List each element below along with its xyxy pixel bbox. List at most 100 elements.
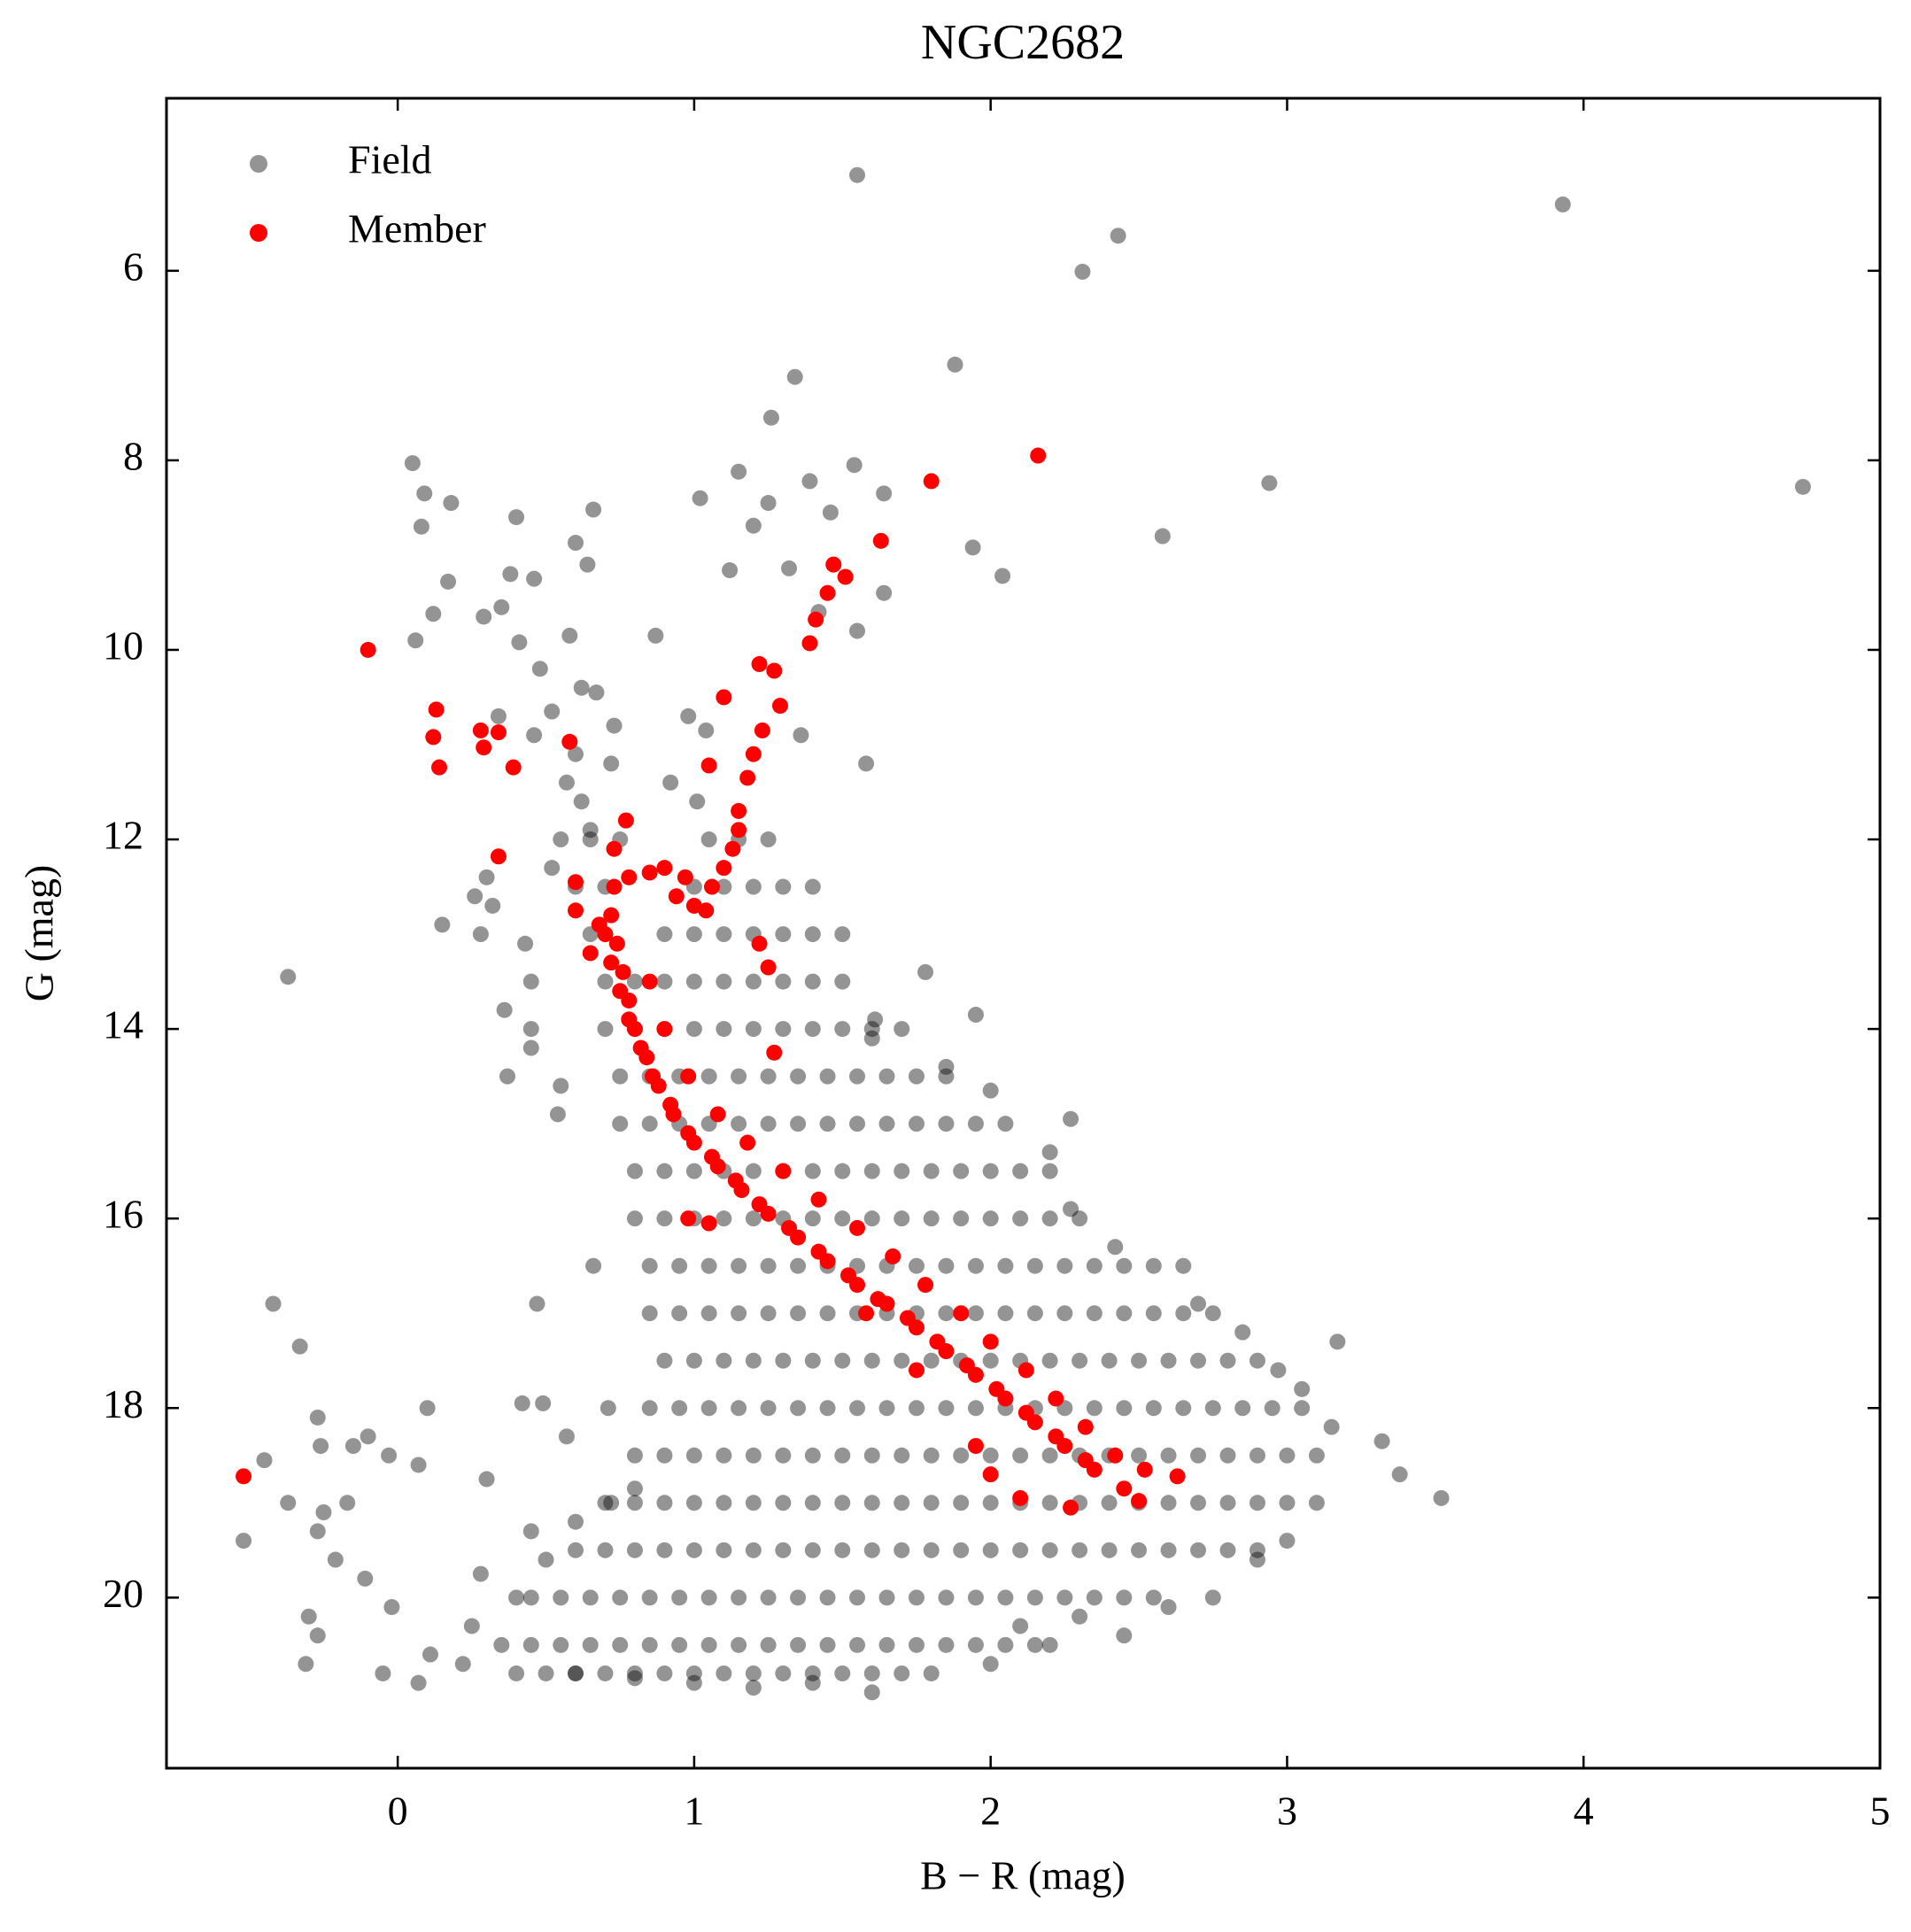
point (585, 1257, 602, 1274)
point (804, 1210, 821, 1227)
point (1249, 1352, 1265, 1369)
point (680, 1210, 697, 1227)
point (327, 1551, 344, 1568)
point (834, 1021, 851, 1038)
point (819, 1305, 836, 1322)
point (819, 1636, 836, 1653)
point (1279, 1533, 1296, 1549)
point (1160, 1352, 1177, 1369)
point (716, 689, 732, 706)
point (641, 1305, 658, 1322)
point (608, 935, 625, 952)
point (953, 1305, 970, 1322)
x-tick-label: 1 (684, 1789, 704, 1834)
point (641, 973, 658, 990)
x-tick-label: 0 (388, 1789, 408, 1834)
point (982, 1466, 999, 1483)
point (751, 656, 768, 673)
point (1131, 1352, 1148, 1369)
point (1072, 1608, 1088, 1625)
point (997, 1636, 1014, 1653)
point (716, 973, 732, 990)
point (430, 759, 447, 776)
legend-marker (250, 155, 267, 173)
point (582, 945, 599, 962)
point (863, 1352, 880, 1369)
point (745, 517, 762, 534)
point (863, 1684, 880, 1701)
point (790, 1636, 807, 1653)
point (553, 1636, 569, 1653)
point (508, 509, 525, 526)
point (597, 1495, 614, 1511)
point (529, 1295, 545, 1312)
point (300, 1608, 317, 1625)
x-tick-label: 5 (1870, 1789, 1891, 1834)
point (280, 1495, 297, 1511)
point (997, 1257, 1014, 1274)
point (632, 1039, 649, 1056)
point (731, 822, 747, 838)
point (1041, 1163, 1058, 1179)
point (731, 1257, 747, 1274)
point (656, 1352, 673, 1369)
point (685, 1021, 702, 1038)
point (698, 902, 715, 919)
point (603, 1495, 620, 1511)
point (863, 1447, 880, 1464)
point (1145, 1400, 1162, 1417)
point (472, 722, 489, 738)
point (1041, 1636, 1058, 1653)
point (680, 1124, 697, 1141)
point (478, 869, 495, 885)
point (656, 860, 673, 877)
point (724, 840, 741, 857)
point (626, 1542, 643, 1558)
point (982, 1447, 999, 1464)
point (953, 1542, 970, 1558)
point (808, 611, 824, 628)
point (825, 556, 842, 573)
point (967, 1589, 984, 1606)
point (1554, 196, 1571, 213)
point (1056, 1305, 1073, 1322)
point (553, 1589, 569, 1606)
point (407, 632, 424, 649)
point (908, 1116, 925, 1132)
point (567, 746, 584, 762)
point (561, 733, 578, 750)
point (558, 1428, 575, 1445)
point (790, 1116, 807, 1132)
point (511, 634, 528, 651)
point (716, 1021, 732, 1038)
point (1026, 1589, 1043, 1606)
point (535, 1395, 552, 1411)
point (781, 1219, 798, 1236)
point (878, 1068, 895, 1085)
point (612, 1068, 629, 1085)
point (894, 1021, 910, 1038)
point (582, 831, 599, 848)
point (1145, 1257, 1162, 1274)
point (1234, 1400, 1251, 1417)
point (1175, 1400, 1192, 1417)
point (645, 1068, 662, 1085)
point (801, 635, 818, 652)
point (615, 963, 631, 980)
point (493, 599, 510, 615)
point (870, 1291, 886, 1308)
point (428, 701, 445, 718)
point (745, 746, 762, 762)
point (490, 724, 507, 741)
x-axis-label: B − R (mag) (920, 1853, 1126, 1898)
point (1026, 1636, 1043, 1653)
point (923, 473, 940, 490)
point (834, 1352, 851, 1369)
point (716, 1352, 732, 1369)
point (236, 1533, 252, 1549)
point (1116, 1305, 1133, 1322)
point (375, 1665, 391, 1681)
point (938, 1068, 955, 1085)
point (982, 1333, 999, 1350)
point (1041, 1210, 1058, 1227)
